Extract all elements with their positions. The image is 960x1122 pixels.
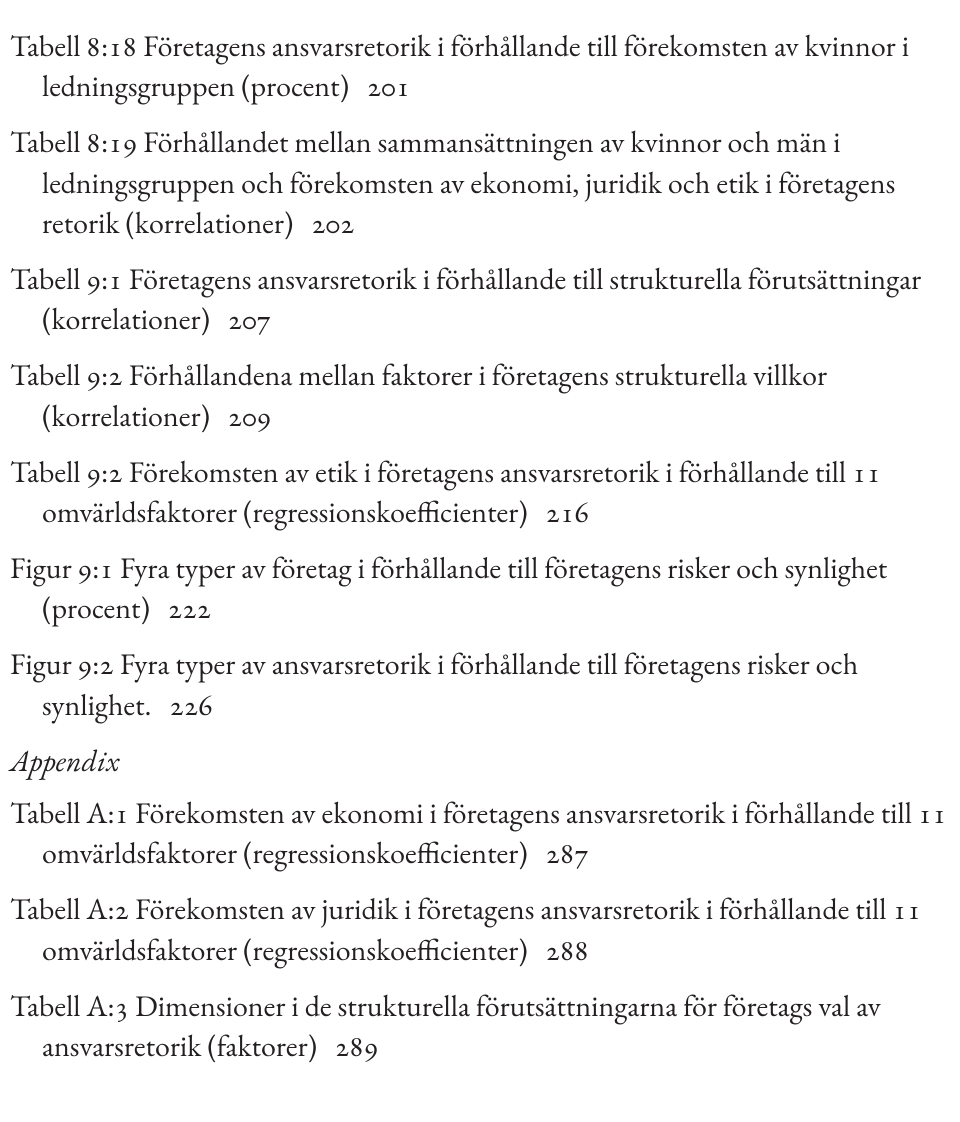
toc-entry-title: Figur 9:2 Fyra typer av ansvarsretorik i… [10, 644, 858, 723]
toc-entry: Figur 9:2 Fyra typer av ansvarsretorik i… [10, 644, 950, 724]
appendix-heading: Appendix [10, 741, 950, 781]
toc-entry: Tabell 9:2 Förekomsten av etik i företag… [10, 452, 950, 532]
toc-entry-page: 288 [546, 930, 589, 969]
toc-entry-page: 209 [228, 396, 271, 435]
toc-entry-title: Tabell A:2 Förekomsten av juridik i före… [10, 889, 921, 968]
toc-entry-page: 289 [335, 1026, 378, 1065]
toc-entry-title: Tabell 9:2 Förekomsten av etik i företag… [10, 452, 881, 531]
toc-entry: Tabell 9:2 Förhållandena mellan faktorer… [10, 355, 950, 435]
toc-entry-title: Tabell 8:18 Företagens ansvarsretorik i … [10, 26, 909, 105]
toc-entry-title: Tabell A:3 Dimensioner i de strukturella… [10, 986, 881, 1065]
toc-entry-title: Figur 9:1 Fyra typer av företag i förhål… [10, 548, 887, 627]
toc-entry-page: 207 [228, 299, 271, 338]
toc-entry: Tabell 8:19 Förhållandet mellan sammansä… [10, 122, 950, 243]
toc-entry: Tabell A:2 Förekomsten av juridik i före… [10, 889, 950, 969]
toc-entry-title: Tabell 8:19 Förhållandet mellan sammansä… [10, 122, 895, 241]
toc-entry-page: 222 [168, 588, 211, 627]
toc-entry: Tabell A:1 Förekomsten av ekonomi i före… [10, 793, 950, 873]
toc-entry: Figur 9:1 Fyra typer av företag i förhål… [10, 548, 950, 628]
toc-entry: Tabell A:3 Dimensioner i de strukturella… [10, 986, 950, 1066]
toc-entry-title: Tabell 9:1 Företagens ansvarsretorik i f… [10, 259, 921, 338]
toc-entry: Tabell 9:1 Företagens ansvarsretorik i f… [10, 259, 950, 339]
toc-entry-page: 216 [546, 492, 589, 531]
toc-entry-title: Tabell 9:2 Förhållandena mellan faktorer… [10, 355, 827, 434]
toc-entry-page: 202 [311, 203, 354, 242]
toc-entry-page: 226 [169, 685, 212, 724]
toc-entry-page: 201 [367, 66, 410, 105]
toc-entry: Tabell 8:18 Företagens ansvarsretorik i … [10, 26, 950, 106]
toc-entry-page: 287 [546, 833, 589, 872]
toc-entry-title: Tabell A:1 Förekomsten av ekonomi i före… [10, 793, 947, 872]
